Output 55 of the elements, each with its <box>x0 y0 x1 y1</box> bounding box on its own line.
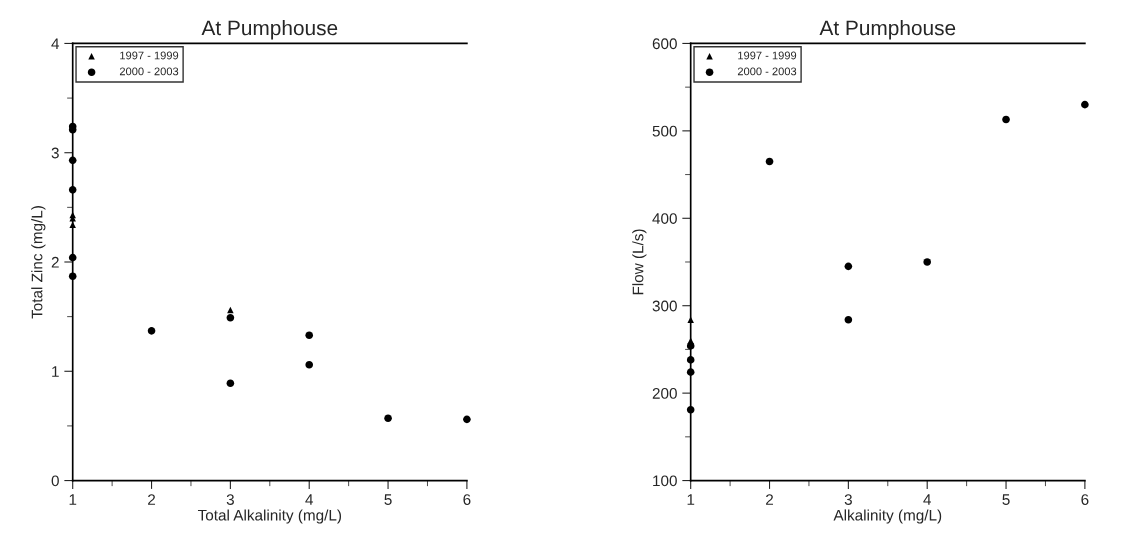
y-tick-label: 4 <box>51 38 60 49</box>
point <box>686 405 695 414</box>
y-axis-title: Flow (L/s) <box>632 229 647 295</box>
y-tick-label: 500 <box>652 125 677 137</box>
point <box>1002 115 1010 124</box>
point <box>463 415 471 424</box>
legend-label: 1997 - 1999 <box>738 51 797 60</box>
point <box>844 315 853 324</box>
point <box>687 316 694 323</box>
x-tick-label: 6 <box>463 494 471 505</box>
y-tick-label: 200 <box>652 388 677 399</box>
point <box>68 272 77 281</box>
y-tick-label: 300 <box>652 300 677 312</box>
point <box>68 253 77 262</box>
y-axis-title: Total Zinc (mg/L) <box>31 206 46 319</box>
point <box>686 356 695 364</box>
point <box>384 414 392 423</box>
y-tick-label: 600 <box>652 38 677 50</box>
point <box>305 360 314 369</box>
x-tick-label: 5 <box>384 494 392 505</box>
y-tick-label: 1 <box>52 366 59 377</box>
x-tick-label: 6 <box>1081 494 1089 505</box>
chart-title: At Pumphouse <box>201 20 338 40</box>
point <box>226 313 235 322</box>
legend-label: 1997 - 1999 <box>120 51 179 60</box>
point <box>686 368 695 376</box>
point <box>305 331 314 340</box>
x-tick-label: 1 <box>69 494 77 505</box>
point <box>226 379 235 388</box>
point <box>1081 100 1089 109</box>
y-tick-label: 2 <box>51 256 59 268</box>
chart-title: At Pumphouse <box>819 20 956 40</box>
point <box>68 186 77 194</box>
point <box>147 327 156 335</box>
y-tick-label: 3 <box>51 147 59 159</box>
x-axis-title: Total Alkalinity (mg/L) <box>197 509 342 524</box>
x-tick-label: 5 <box>1002 494 1010 505</box>
point <box>844 262 853 271</box>
point <box>765 157 774 166</box>
x-axis-title: Alkalinity (mg/L) <box>833 509 942 524</box>
x-tick-label: 2 <box>766 494 774 505</box>
point <box>68 156 77 165</box>
legend-label: 2000 - 2003 <box>737 67 797 76</box>
legend-label: 2000 - 2003 <box>119 67 179 76</box>
x-tick-label: 3 <box>226 494 234 505</box>
point <box>923 258 932 266</box>
x-tick-label: 1 <box>687 494 695 505</box>
x-tick-label: 4 <box>305 494 314 505</box>
y-tick-label: 100 <box>653 475 677 487</box>
point <box>69 221 76 229</box>
y-tick-label: 400 <box>652 213 677 224</box>
x-tick-label: 2 <box>148 494 156 505</box>
y-tick-label: 0 <box>51 475 59 487</box>
x-tick-label: 3 <box>844 494 852 505</box>
x-tick-label: 4 <box>923 494 931 505</box>
